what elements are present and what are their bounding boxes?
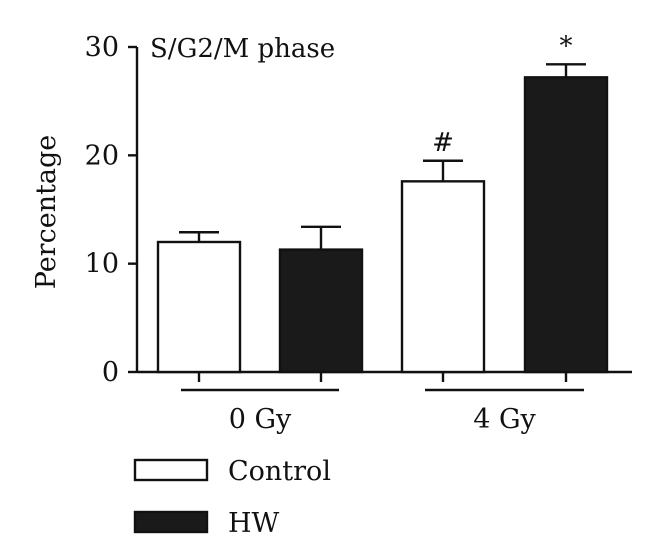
legend-swatch bbox=[133, 510, 209, 534]
group-label: 0 Gy bbox=[229, 404, 292, 435]
bar bbox=[400, 180, 486, 374]
y-tick-label: 30 bbox=[85, 32, 119, 63]
bar bbox=[523, 76, 609, 374]
bars: #* bbox=[156, 31, 609, 374]
significance-marker: # bbox=[432, 128, 454, 158]
y-tick-label: 0 bbox=[102, 357, 119, 388]
group-label: 4 Gy bbox=[473, 404, 536, 435]
y-tick-label: 10 bbox=[85, 249, 119, 280]
legend-swatch bbox=[133, 458, 209, 482]
y-tick-label: 20 bbox=[85, 140, 119, 171]
bar bbox=[156, 240, 242, 374]
bar bbox=[278, 248, 364, 374]
legend-label: HW bbox=[228, 508, 280, 539]
group-labels: 0 Gy 4 Gy bbox=[181, 372, 584, 435]
chart-title: S/G2/M phase bbox=[150, 34, 335, 64]
y-axis-label: Percentage bbox=[31, 135, 62, 290]
legend: Control HW bbox=[133, 456, 331, 539]
legend-label: Control bbox=[228, 456, 331, 487]
significance-marker: * bbox=[560, 31, 573, 61]
